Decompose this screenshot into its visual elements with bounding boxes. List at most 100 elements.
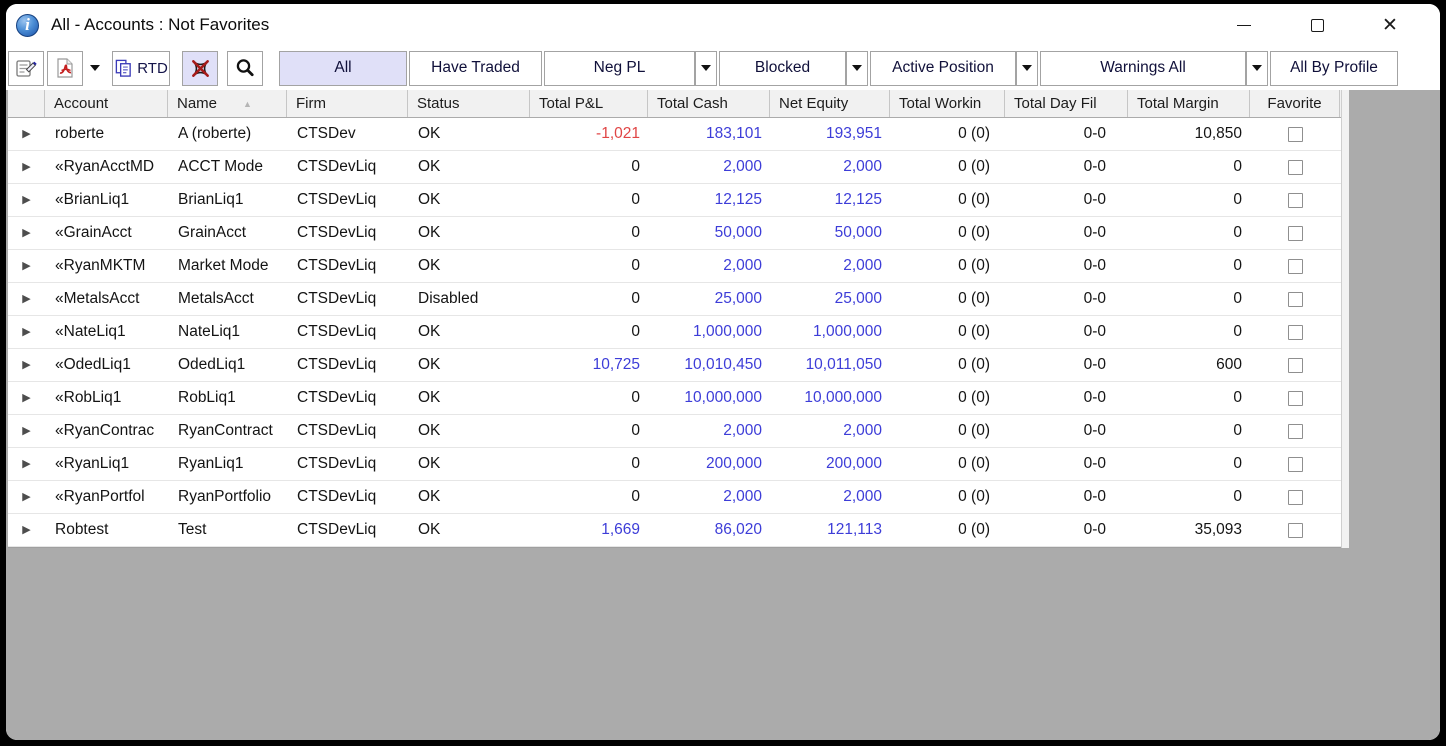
favorite-checkbox[interactable] [1287,522,1303,538]
column-header-total-day-fill[interactable]: Total Day Fil [1005,90,1128,117]
column-header-firm[interactable]: Firm [287,90,408,117]
vertical-scrollbar-track[interactable] [1341,90,1349,548]
column-header-total-margin[interactable]: Total Margin [1128,90,1250,117]
column-header-expander[interactable] [8,90,45,117]
total-margin-cell: 0 [1233,158,1242,175]
total-cash-cell: 10,010,450 [684,356,762,373]
copy-icon [115,59,132,77]
total-cash-cell: 2,000 [723,488,762,505]
favorite-checkbox[interactable] [1287,192,1303,208]
filter-tab-neg-pl[interactable]: Neg PL [544,50,695,86]
table-row[interactable]: ▶ «RyanContrac RyanContract CTSDevLiq OK… [8,415,1341,448]
grid-properties-button[interactable] [8,50,44,86]
accounts-table: Account Name ▲ Firm Status Total P&L Total Cas… [8,90,1341,548]
expand-row-icon[interactable]: ▶ [22,226,31,239]
filter-tab-blocked-dropdown[interactable] [846,50,868,86]
expand-row-icon[interactable]: ▶ [22,490,31,503]
favorite-checkbox[interactable] [1287,225,1303,241]
expand-row-icon[interactable]: ▶ [22,391,31,404]
expand-row-icon[interactable]: ▶ [22,193,31,206]
expand-row-icon[interactable]: ▶ [22,259,31,272]
exclude-favorites-toggle[interactable] [182,50,218,86]
search-button[interactable] [227,50,263,86]
expand-row-icon[interactable]: ▶ [22,292,31,305]
filter-tab-neg-pl-dropdown[interactable] [695,50,717,86]
minimize-button[interactable] [1221,4,1267,46]
expander-cell: ▶ [8,184,45,216]
filter-tab-all[interactable]: All [279,50,407,86]
favorite-cell [1250,151,1340,183]
favorite-checkbox[interactable] [1287,456,1303,472]
table-row[interactable]: ▶ «GrainAcct GrainAcct CTSDevLiq OK 0 50… [8,217,1341,250]
favorite-checkbox[interactable] [1287,390,1303,406]
expander-cell: ▶ [8,151,45,183]
net-equity-cell: 10,000,000 [804,389,882,406]
table-row[interactable]: ▶ «OdedLiq1 OdedLiq1 CTSDevLiq OK 10,725… [8,349,1341,382]
column-header-label: Favorite [1267,95,1322,112]
total-pl-cell: 0 [631,290,640,307]
favorite-checkbox[interactable] [1287,489,1303,505]
expand-row-icon[interactable]: ▶ [22,457,31,470]
favorite-checkbox[interactable] [1287,291,1303,307]
total-working-cell: 0 (0) [958,356,990,373]
filter-tab-warnings-all[interactable]: Warnings All [1040,50,1246,86]
chevron-down-icon [1252,65,1262,71]
maximize-icon [1310,18,1324,32]
expand-row-icon[interactable]: ▶ [22,358,31,371]
column-header-status[interactable]: Status [408,90,530,117]
toolbar: RTD All Have Traded Neg PL [6,46,1440,90]
favorite-checkbox[interactable] [1287,258,1303,274]
table-row[interactable]: ▶ «RyanLiq1 RyanLiq1 CTSDevLiq OK 0 200,… [8,448,1341,481]
export-pdf-button[interactable] [47,50,83,86]
table-row[interactable]: ▶ «RyanAcctMD ACCT Mode CTSDevLiq OK 0 2… [8,151,1341,184]
column-header-net-equity[interactable]: Net Equity [770,90,890,117]
filter-tab-all-by-profile[interactable]: All By Profile [1270,50,1398,86]
close-button[interactable]: ✕ [1367,4,1413,46]
status-cell: OK [418,389,441,406]
column-header-total-working[interactable]: Total Workin [890,90,1005,117]
filter-tab-warnings-all-dropdown[interactable] [1246,50,1268,86]
expander-cell: ▶ [8,118,45,150]
favorite-checkbox[interactable] [1287,357,1303,373]
expand-row-icon[interactable]: ▶ [22,424,31,437]
name-cell: Test [178,521,207,538]
account-cell: «RyanMKTM [55,257,146,274]
total-margin-cell: 600 [1216,356,1242,373]
table-row[interactable]: ▶ «MetalsAcct MetalsAcct CTSDevLiq Disab… [8,283,1341,316]
table-row[interactable]: ▶ «RobLiq1 RobLiq1 CTSDevLiq OK 0 10,000… [8,382,1341,415]
filter-tab-have-traded[interactable]: Have Traded [409,50,542,86]
account-filter-tabs: All Have Traded Neg PL Blocked Active Po… [279,50,1400,86]
column-header-label: Total Workin [899,95,982,112]
favorite-checkbox[interactable] [1287,126,1303,142]
filter-tab-active-position[interactable]: Active Position [870,50,1016,86]
chevron-down-icon [701,65,711,71]
maximize-button[interactable] [1294,4,1340,46]
table-row[interactable]: ▶ roberte A (roberte) CTSDev OK -1,021 1… [8,118,1341,151]
favorite-cell [1250,448,1340,480]
firm-cell: CTSDevLiq [297,389,377,406]
column-header-name[interactable]: Name ▲ [168,90,287,117]
name-cell: Market Mode [178,257,269,274]
table-row[interactable]: ▶ Robtest Test CTSDevLiq OK 1,669 86,020… [8,514,1341,547]
expand-row-icon[interactable]: ▶ [22,523,31,536]
copy-rtd-button[interactable]: RTD [112,50,170,86]
column-header-favorite[interactable]: Favorite [1250,90,1340,117]
expand-row-icon[interactable]: ▶ [22,160,31,173]
account-cell: roberte [55,125,105,142]
export-pdf-dropdown[interactable] [86,50,104,86]
account-cell: «RobLiq1 [55,389,122,406]
favorite-checkbox[interactable] [1287,159,1303,175]
filter-tab-blocked[interactable]: Blocked [719,50,846,86]
column-header-account[interactable]: Account [45,90,168,117]
filter-tab-active-position-dropdown[interactable] [1016,50,1038,86]
table-row[interactable]: ▶ «BrianLiq1 BrianLiq1 CTSDevLiq OK 0 12… [8,184,1341,217]
expand-row-icon[interactable]: ▶ [22,127,31,140]
column-header-total-pl[interactable]: Total P&L [530,90,648,117]
expand-row-icon[interactable]: ▶ [22,325,31,338]
table-row[interactable]: ▶ «RyanPortfol RyanPortfolio CTSDevLiq O… [8,481,1341,514]
table-row[interactable]: ▶ «NateLiq1 NateLiq1 CTSDevLiq OK 0 1,00… [8,316,1341,349]
table-row[interactable]: ▶ «RyanMKTM Market Mode CTSDevLiq OK 0 2… [8,250,1341,283]
favorite-checkbox[interactable] [1287,423,1303,439]
favorite-checkbox[interactable] [1287,324,1303,340]
column-header-total-cash[interactable]: Total Cash [648,90,770,117]
